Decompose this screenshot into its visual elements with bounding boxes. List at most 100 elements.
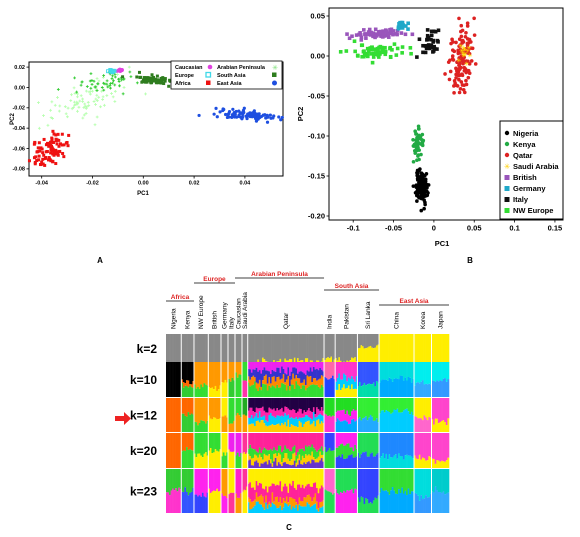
admixture-bar-segment [360, 334, 363, 346]
admixture-bar-segment [309, 334, 312, 361]
admixture-bar-segment [254, 454, 256, 462]
k-row-label: k=2 [137, 342, 158, 356]
a-point-europe [105, 79, 109, 83]
admixture-bar-segment [415, 334, 418, 363]
admixture-bar-segment [293, 452, 296, 461]
admixture-bar-segment [226, 334, 229, 363]
admixture-bar-segment [311, 501, 314, 506]
admixture-bar-segment [343, 384, 345, 397]
admixture-bar-segment [320, 369, 323, 376]
b-point-nigeria [423, 193, 428, 198]
admixture-bar-segment [279, 445, 282, 455]
legend-b-germany-marker [504, 186, 510, 191]
admixture-bar-segment [436, 398, 439, 419]
admixture-bar-segment [189, 414, 192, 432]
admixture-bar-segment [368, 383, 371, 397]
admixture-bar-segment [260, 483, 263, 495]
admixture-bar-segment [386, 469, 389, 492]
admixture-bar-segment [213, 452, 215, 468]
admixture-bar-segment [298, 454, 301, 461]
admixture-bar-segment [418, 334, 421, 363]
admixture-bar-segment [198, 453, 201, 468]
admixture-bar-segment [354, 469, 357, 489]
admixture-bar-segment [354, 444, 357, 458]
admixture-bar-segment [193, 494, 196, 513]
admixture-bar-segment [445, 460, 448, 468]
admixture-bar-segment [372, 456, 375, 468]
admixture-bar-segment [341, 454, 344, 468]
admixture-bar-segment [341, 410, 344, 422]
admixture-bar-segment [402, 410, 405, 432]
admixture-bar-segment [320, 454, 323, 459]
admixture-bar-segment [343, 458, 345, 468]
legend-a-eastasia-sq-marker [272, 72, 277, 77]
admixture-bar-segment [365, 498, 367, 513]
admixture-bar-segment [429, 384, 432, 397]
b-point-nigeria [426, 183, 431, 187]
admixture-bar-segment [304, 374, 307, 386]
admixture-bar-segment [293, 460, 296, 468]
admixture-bar-segment [236, 497, 239, 513]
admixture-bar-segment [346, 388, 349, 397]
admixture-bar-segment [407, 411, 410, 432]
admixture-bar-segment [401, 412, 404, 432]
admixture-bar-segment [213, 417, 215, 432]
admixture-bar-segment [179, 334, 182, 363]
admixture-bar-segment [193, 453, 196, 468]
admixture-bar-segment [293, 334, 296, 358]
admixture-bar-segment [262, 383, 264, 397]
admixture-bar-segment [354, 398, 357, 411]
admixture-bar-segment [274, 485, 277, 498]
a-point-arabian-peninsula [49, 116, 53, 119]
admixture-bar-segment [284, 413, 287, 423]
b-point-nigeria [419, 189, 423, 194]
admixture-bar-segment [254, 381, 256, 397]
admixture-bar-segment [382, 490, 385, 513]
admixture-bar-segment [192, 414, 195, 432]
admixture-bar-segment [190, 398, 193, 414]
admixture-bar-segment [423, 362, 426, 385]
admixture-bar-segment [252, 334, 255, 363]
admixture-bar-segment [172, 433, 174, 468]
admixture-bar-segment [221, 416, 224, 432]
b-point-saudi-arabia: ✳ [467, 53, 472, 60]
b-point-british [410, 32, 415, 37]
admixture-bar-segment [192, 398, 195, 415]
admixture-bar-segment [306, 415, 309, 422]
admixture-bar-segment [335, 433, 338, 448]
admixture-bar-segment [355, 376, 358, 389]
admixture-bar-segment [434, 463, 437, 468]
b-point-qatar [465, 43, 470, 48]
admixture-bar-segment [206, 469, 209, 493]
admixture-bar-segment [303, 497, 306, 507]
admixture-bar-segment [229, 423, 232, 432]
admixture-bar-segment [390, 378, 393, 397]
admixture-bar-segment [357, 433, 360, 453]
admixture-bar-segment [425, 469, 428, 496]
admixture-bar-segment [285, 463, 288, 468]
admixture-bar-segment [431, 398, 434, 420]
admixture-bar-segment [238, 374, 241, 397]
admixture-bar-segment [328, 415, 331, 432]
a-point-africa [47, 158, 51, 162]
admixture-bar-segment [228, 469, 231, 495]
admixture-bar-segment [351, 362, 353, 377]
admixture-bar-segment [347, 455, 350, 468]
admixture-bar-segment [282, 486, 285, 499]
b-point-kenya [411, 159, 416, 164]
admixture-bar-segment [436, 490, 439, 513]
admixture-bar-segment [258, 334, 261, 362]
admixture-bar-segment [216, 419, 219, 432]
b-point-nw-europe [371, 47, 376, 52]
admixture-bar-segment [213, 469, 215, 491]
admixture-bar-segment [262, 420, 264, 432]
admixture-bar-segment [179, 398, 182, 432]
admixture-bar-segment [190, 387, 193, 397]
b-point-kenya [416, 124, 421, 129]
admixture-bar-segment [268, 407, 271, 415]
b-point-qatar [465, 21, 470, 25]
admixture-bar-segment [363, 469, 366, 505]
admixture-bar-segment [301, 506, 304, 513]
admixture-bar-segment [431, 469, 434, 492]
admixture-bar-segment [366, 456, 369, 468]
